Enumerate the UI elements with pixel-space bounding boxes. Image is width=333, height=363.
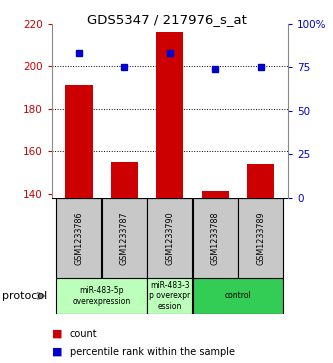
- Bar: [56, 198, 102, 278]
- Text: ■: ■: [52, 347, 62, 357]
- Text: count: count: [70, 329, 98, 339]
- Bar: [102, 198, 147, 278]
- Bar: [193, 278, 283, 314]
- Bar: [238, 198, 283, 278]
- Text: protocol: protocol: [2, 291, 47, 301]
- Text: GSM1233789: GSM1233789: [256, 211, 265, 265]
- Text: percentile rank within the sample: percentile rank within the sample: [70, 347, 235, 357]
- Text: control: control: [225, 291, 251, 300]
- Text: miR-483-5p
overexpression: miR-483-5p overexpression: [73, 286, 131, 306]
- Bar: [156, 32, 183, 198]
- Bar: [193, 198, 238, 278]
- Text: GSM1233786: GSM1233786: [74, 211, 83, 265]
- Bar: [247, 164, 274, 198]
- Bar: [147, 278, 192, 314]
- Text: miR-483-3
p overexpr
ession: miR-483-3 p overexpr ession: [149, 281, 190, 311]
- Bar: [147, 198, 192, 278]
- Text: GSM1233787: GSM1233787: [120, 211, 129, 265]
- Bar: [56, 278, 147, 314]
- Text: GSM1233790: GSM1233790: [165, 211, 174, 265]
- Text: GSM1233788: GSM1233788: [211, 211, 220, 265]
- Text: GDS5347 / 217976_s_at: GDS5347 / 217976_s_at: [87, 13, 246, 26]
- Bar: [111, 162, 138, 198]
- Bar: [202, 191, 229, 198]
- Bar: [65, 85, 93, 198]
- Text: ■: ■: [52, 329, 62, 339]
